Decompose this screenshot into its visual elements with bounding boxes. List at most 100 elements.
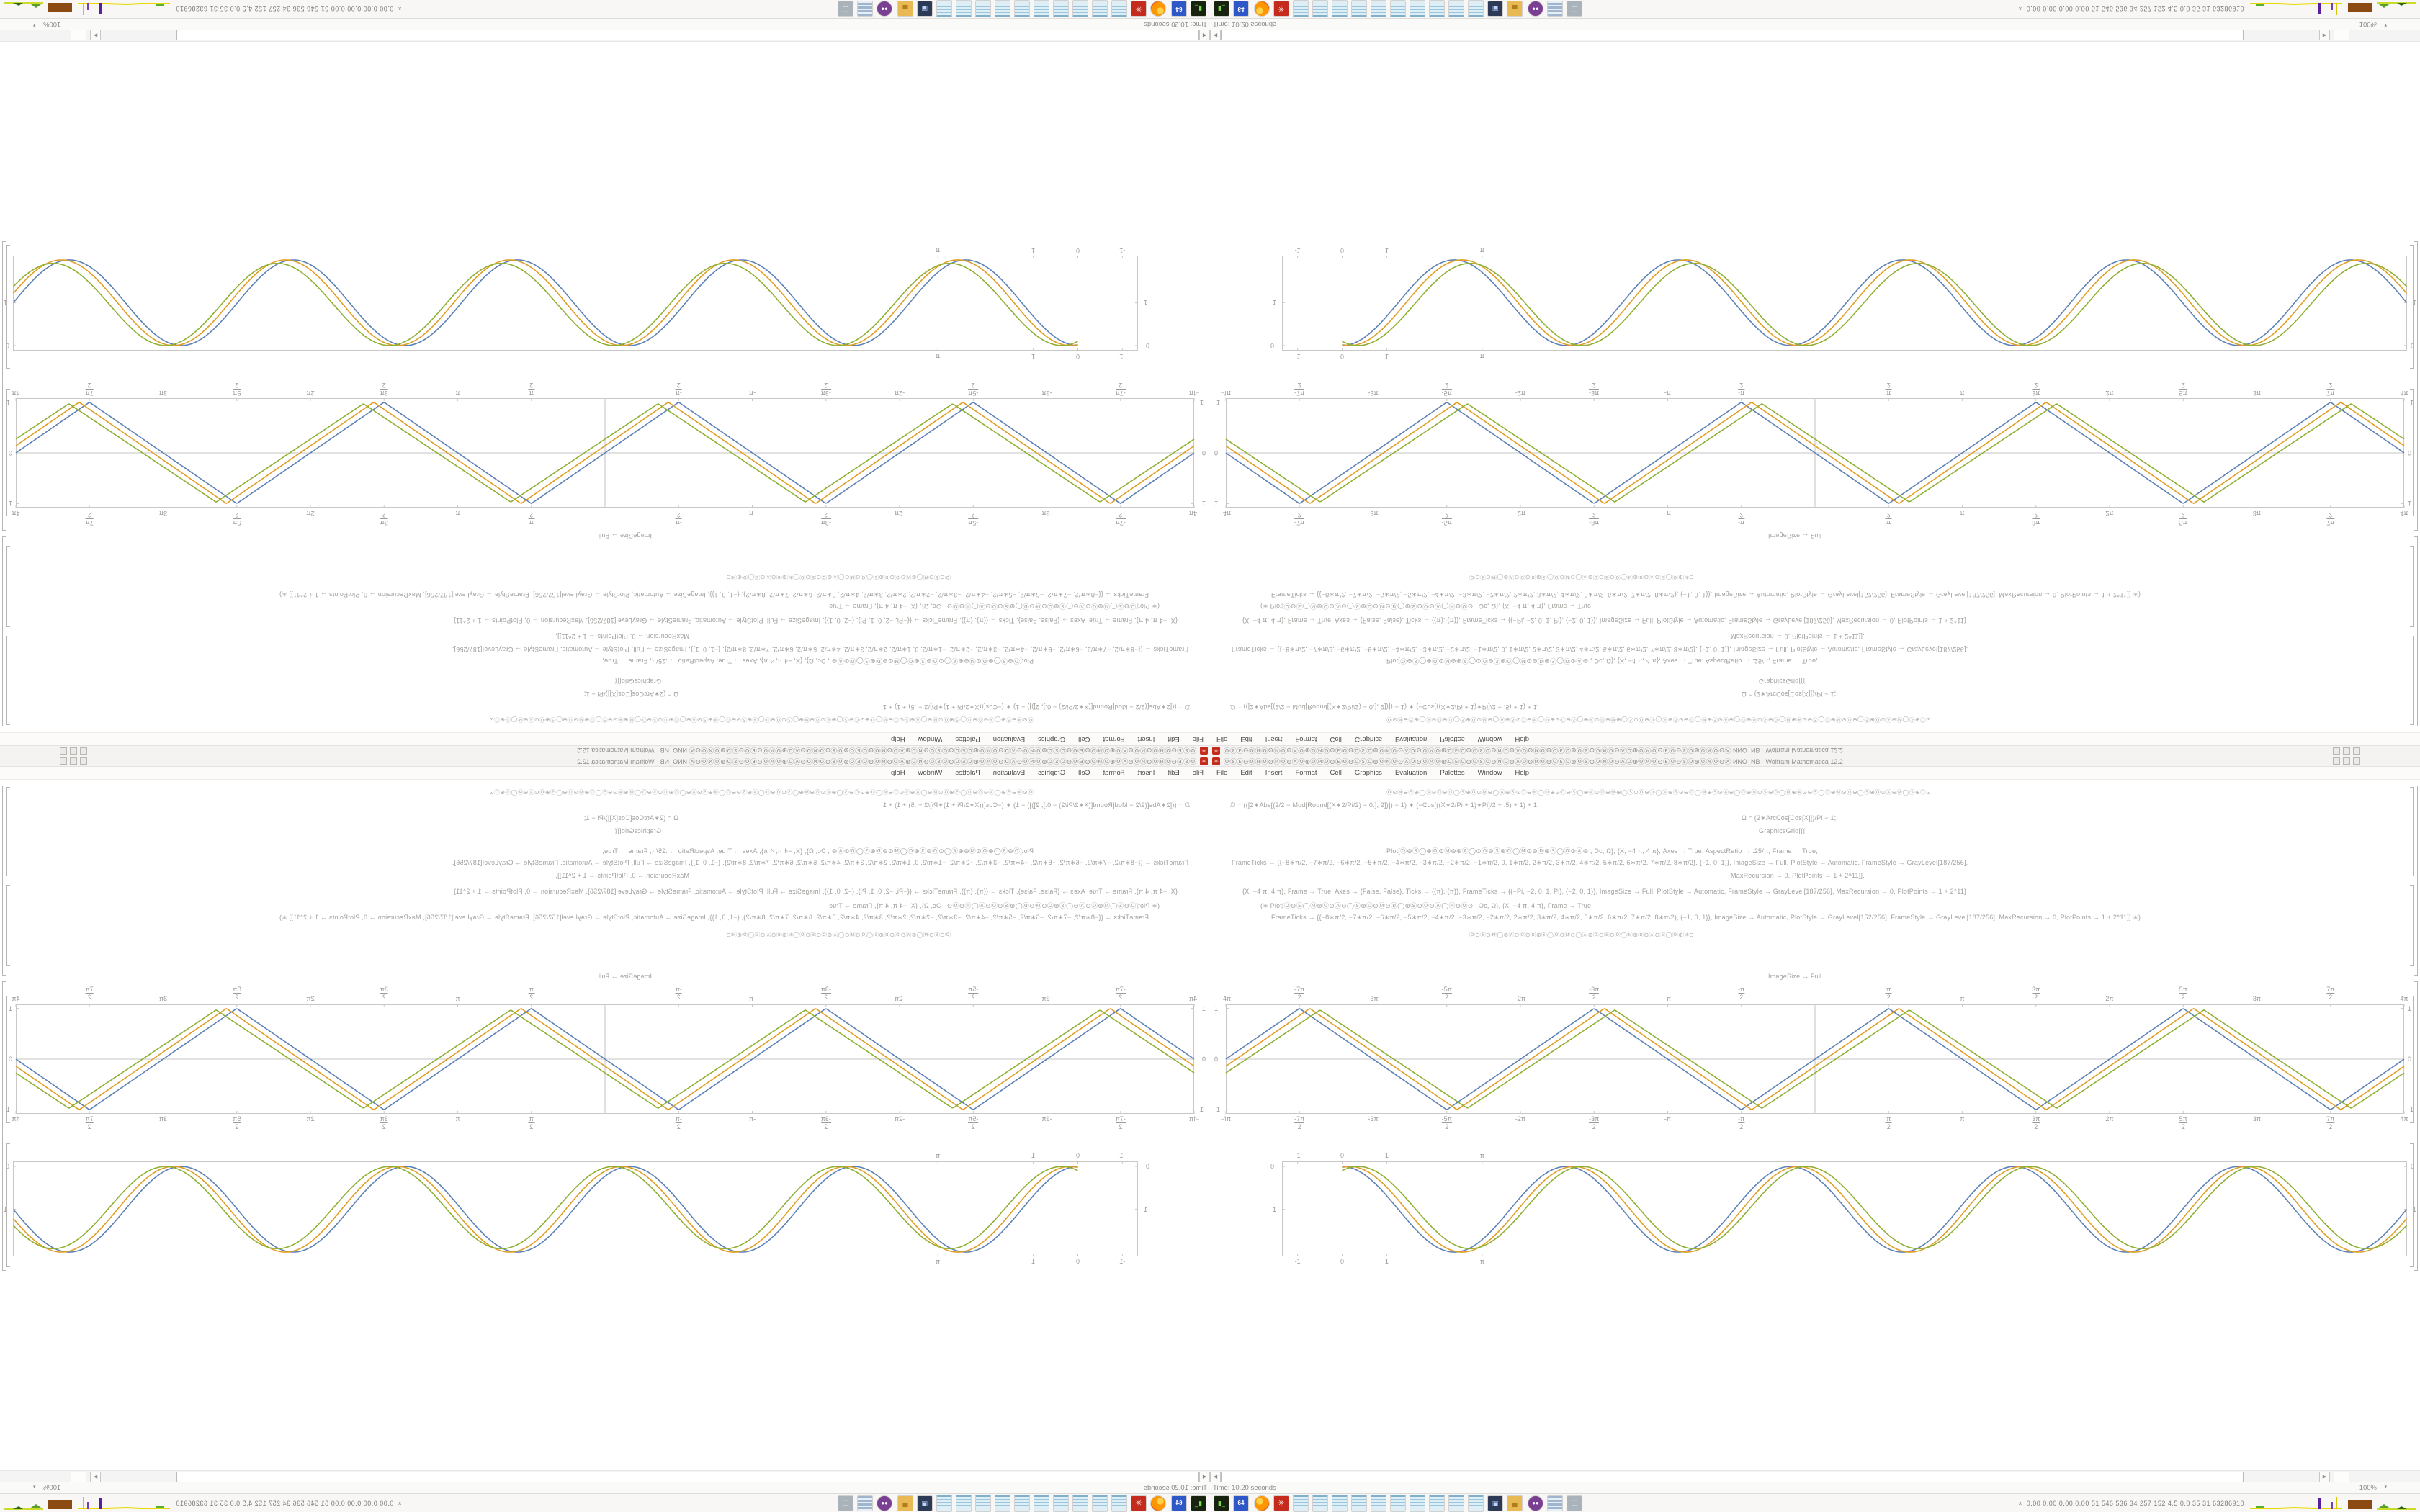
notebook-content[interactable]: Ⓞ⊙Ⓜ⊖Ⓢ⊕◯Ⓐ⊙Ⓞ⊖Ⓓ◯Ⓢ⊕Ⓞ⊙Ⓜ⊖◯Ⓐ⊕Ⓢ⊙Ⓞ⊖Ⓜ◯Ⓓ⊕⊙Ⓞ⊖Ⓢ◯⊕Ⓐ⊙Ⓞ⊖… xyxy=(1210,42,2420,732)
minimize-button[interactable] xyxy=(80,747,87,755)
code-line[interactable]: FrameTicks → {{−8∗π/2, −7∗π/2, −6∗π/2, −… xyxy=(1232,859,1968,866)
menu-item-window[interactable]: Window xyxy=(1477,735,1502,743)
close-button[interactable] xyxy=(60,747,67,755)
code-line[interactable]: MaxRecursion → 0, PlotPoints → 1 + 2^11]… xyxy=(555,633,689,640)
window-titlebar[interactable]: ✳ ⓄⓈⒺ⊖ⓄⓃⓄ⊙ⓂⓄ⊖ⒶⓄ⊕ⓄⓂⓄ⊙ⒺⓄ⊖ⓄⓈⓄ⊕ⓄⓃⓄ⊙ⒶⓄ⊖ⓄⓂⓄ⊕ⓄⒺ… xyxy=(0,745,1210,756)
scroll-icon[interactable] xyxy=(857,1,873,17)
close-button[interactable] xyxy=(60,757,67,765)
cell-bracket[interactable] xyxy=(2410,996,2414,1123)
cell-bracket[interactable] xyxy=(2,786,6,976)
cell-bracket[interactable] xyxy=(2410,636,2414,725)
window-icon[interactable]: ▢ xyxy=(838,1,853,17)
minimize-button[interactable] xyxy=(2333,747,2340,755)
notepad-icon[interactable] xyxy=(1371,1495,1386,1512)
cell-bracket[interactable] xyxy=(2414,241,2418,531)
menu-item-graphics[interactable]: Graphics xyxy=(1354,769,1382,777)
code-line[interactable]: Ⓞ⊙Ⓢ⊖Ⓜ◯⊕Ⓐ⊙Ⓞ⊖Ⓓ⊕Ⓢ◯Ⓞ⊙Ⓜ⊖◯Ⓐ⊕Ⓞ⊙Ⓢ⊖Ⓞ◯Ⓜ⊕Ⓓ⊙Ⓐ⊖Ⓢ◯Ⓞ⊕Ⓜ⊙ xyxy=(725,574,951,580)
mathematica-icon[interactable]: ✳ xyxy=(1131,1495,1147,1511)
notepad-icon[interactable] xyxy=(975,1495,991,1512)
chat-icon[interactable]: ●● xyxy=(1528,1495,1543,1511)
code-line[interactable]: GraphicsGrid[{{ xyxy=(614,678,661,685)
folder-icon[interactable]: ▄ xyxy=(1507,1,1523,17)
zoom-caret-icon[interactable]: ▾ xyxy=(33,22,36,27)
code-line[interactable]: ImageSize → Full xyxy=(1768,973,1822,980)
window-titlebar[interactable]: ✳ ⓄⓈⒺ⊖ⓄⓃⓄ⊙ⓂⓄ⊖ⒶⓄ⊕ⓄⓂⓄ⊙ⒺⓄ⊖ⓄⓈⓄ⊕ⓄⓃⓄ⊙ⒶⓄ⊖ⓄⓂⓄ⊕ⓄⒺ… xyxy=(0,756,1210,767)
notepad-icon[interactable] xyxy=(995,1495,1010,1512)
maximize-button[interactable] xyxy=(70,747,77,755)
code-line[interactable]: Ⓞ⊙Ⓜ⊖Ⓢ⊕◯Ⓐ⊙Ⓞ⊖Ⓓ◯Ⓢ⊕Ⓞ⊙Ⓜ⊖◯Ⓐ⊕Ⓢ⊙Ⓞ⊖Ⓜ◯Ⓓ⊕⊙Ⓞ⊖Ⓢ◯⊕Ⓐ⊙Ⓞ⊖… xyxy=(489,716,1034,723)
chat-icon[interactable]: ●● xyxy=(877,1,892,17)
horizontal-scrollbar[interactable]: ◀ ▶ xyxy=(1210,30,2420,42)
code-line[interactable]: ⅅ = (([2∗Abs[(2/2 − Mod[Round[(X∗2/Pi/2)… xyxy=(1230,801,1539,809)
notepad-icon[interactable] xyxy=(1072,0,1088,17)
notepad-icon[interactable] xyxy=(1410,0,1425,17)
menu-item-window[interactable]: Window xyxy=(1477,769,1502,777)
notepad-icon[interactable] xyxy=(1111,1495,1127,1512)
menu-item-file[interactable]: File xyxy=(1192,769,1204,777)
terminal-icon[interactable]: ▮_ xyxy=(1191,1495,1206,1511)
window-icon[interactable]: ▢ xyxy=(1567,1,1582,17)
menu-item-palettes[interactable]: Palettes xyxy=(955,735,980,743)
horizontal-scrollbar[interactable]: ◀ ▶ xyxy=(1210,1470,2420,1482)
cell-bracket[interactable] xyxy=(6,245,10,369)
cell-bracket[interactable] xyxy=(6,1143,10,1267)
notepad-icon[interactable] xyxy=(936,1495,952,1512)
zoom-level-label[interactable]: 100% xyxy=(43,1484,61,1492)
notepad-icon[interactable] xyxy=(1448,0,1464,17)
notepad-icon[interactable] xyxy=(1034,0,1049,17)
menu-item-help[interactable]: Help xyxy=(1515,769,1529,777)
notepad-icon[interactable] xyxy=(1371,0,1386,17)
code-line[interactable]: GraphicsGrid[{{ xyxy=(1759,678,1806,685)
menu-item-window[interactable]: Window xyxy=(918,735,943,743)
maximize-button[interactable] xyxy=(2343,747,2350,755)
notepad-icon[interactable] xyxy=(1034,1495,1049,1512)
scroll-left-arrow-icon[interactable]: ◀ xyxy=(1210,1472,1221,1482)
menu-item-edit[interactable]: Edit xyxy=(1168,769,1180,777)
notepad-icon[interactable] xyxy=(1332,1495,1348,1512)
cell-bracket[interactable] xyxy=(6,636,10,725)
panel-collapse-icon[interactable]: « xyxy=(2017,1501,2025,1506)
code-line[interactable]: MaxRecursion → 0, PlotPoints → 1 + 2^11]… xyxy=(555,872,689,879)
terminal-icon[interactable]: ▮_ xyxy=(1191,1,1206,17)
notepad-icon[interactable] xyxy=(1429,1495,1445,1512)
cell-bracket[interactable] xyxy=(6,787,10,876)
minimize-button[interactable] xyxy=(80,757,87,765)
menu-item-palettes[interactable]: Palettes xyxy=(1440,735,1465,743)
scrollbar-thumb[interactable] xyxy=(1221,30,2244,40)
cell-bracket[interactable] xyxy=(2,981,6,1271)
scroll-left-arrow-icon[interactable]: ◀ xyxy=(1199,30,1210,40)
window-titlebar[interactable]: ✳ ⓄⓈⒺ⊖ⓄⓃⓄ⊙ⓂⓄ⊖ⒶⓄ⊕ⓄⓂⓄ⊙ⒺⓄ⊖ⓄⓈⓄ⊕ⓄⓃⓄ⊙ⒶⓄ⊖ⓄⓂⓄ⊕ⓄⒺ… xyxy=(1210,745,2420,756)
code-line[interactable]: Plot[Ⓞ⊖Ⓢ◯⊕Ⓞ⊙Ⓜ⊖⊕Ⓐ◯⊙Ⓞ⊖Ⓢ⊕Ⓞ◯Ⓜ⊙⊖Ⓓ⊕Ⓢ◯Ⓞ⊙Ⓐ⊖ , Ɔc… xyxy=(602,657,1034,665)
code-line[interactable]: ⅅ = (([2∗Abs[(2/2 − Mod[Round[(X∗2/Pi/2)… xyxy=(881,801,1190,809)
notepad-icon[interactable] xyxy=(1429,0,1445,17)
menu-item-evaluation[interactable]: Evaluation xyxy=(1394,769,1428,777)
menu-item-help[interactable]: Help xyxy=(891,769,905,777)
code-line[interactable]: (∗ Plot[Ⓞ⊖Ⓢ◯Ⓜ⊕Ⓞ⊙Ⓐ⊖◯Ⓢ⊕Ⓞ⊙Ⓜ⊖Ⓓ◯⊕Ⓢ⊙Ⓞ⊖Ⓐ◯Ⓜ⊕Ⓞ⊙ ,… xyxy=(1260,603,1593,610)
close-button[interactable] xyxy=(2353,757,2360,765)
menu-item-file[interactable]: File xyxy=(1192,735,1204,743)
code-line[interactable]: GraphicsGrid[{{ xyxy=(1759,827,1806,834)
code-line[interactable]: GraphicsGrid[{{ xyxy=(614,827,661,834)
display-icon[interactable]: ▣ xyxy=(917,1495,933,1511)
notepad-icon[interactable] xyxy=(1448,1495,1464,1512)
maximize-button[interactable] xyxy=(2343,757,2350,765)
cell-bracket[interactable] xyxy=(6,389,10,516)
notepad-icon[interactable] xyxy=(1390,0,1406,17)
menu-item-edit[interactable]: Edit xyxy=(1168,735,1180,743)
code-line[interactable]: FrameTicks → {{−8∗π/2, −7∗π/2, −6∗π/2, −… xyxy=(452,646,1188,653)
cell-bracket[interactable] xyxy=(2414,981,2418,1271)
menu-item-format[interactable]: Format xyxy=(1295,735,1317,743)
menu-item-insert[interactable]: Insert xyxy=(1137,735,1155,743)
code-line[interactable]: Plot[Ⓞ⊖Ⓢ◯⊕Ⓞ⊙Ⓜ⊖⊕Ⓐ◯⊙Ⓞ⊖Ⓢ⊕Ⓞ◯Ⓜ⊙⊖Ⓓ⊕Ⓢ◯Ⓞ⊙Ⓐ⊖ , Ɔc… xyxy=(1386,847,1818,855)
zoom-level-label[interactable]: 100% xyxy=(43,20,61,28)
cell-bracket[interactable] xyxy=(2414,786,2418,976)
scroll-icon[interactable] xyxy=(857,1495,873,1511)
cell-bracket[interactable] xyxy=(2,241,6,531)
zoom-caret-icon[interactable]: ▾ xyxy=(2384,1485,2387,1490)
scroll-right-arrow-icon[interactable]: ▶ xyxy=(2319,30,2330,40)
firefox-icon[interactable] xyxy=(1150,1495,1166,1511)
chat-icon[interactable]: ●● xyxy=(1528,1,1543,17)
code-line[interactable]: Ω = (2∗ArcCos[Cos[X]])/Pi − 1; xyxy=(583,690,678,698)
menu-item-file[interactable]: File xyxy=(1216,735,1228,743)
notepad-icon[interactable] xyxy=(1312,1495,1328,1512)
